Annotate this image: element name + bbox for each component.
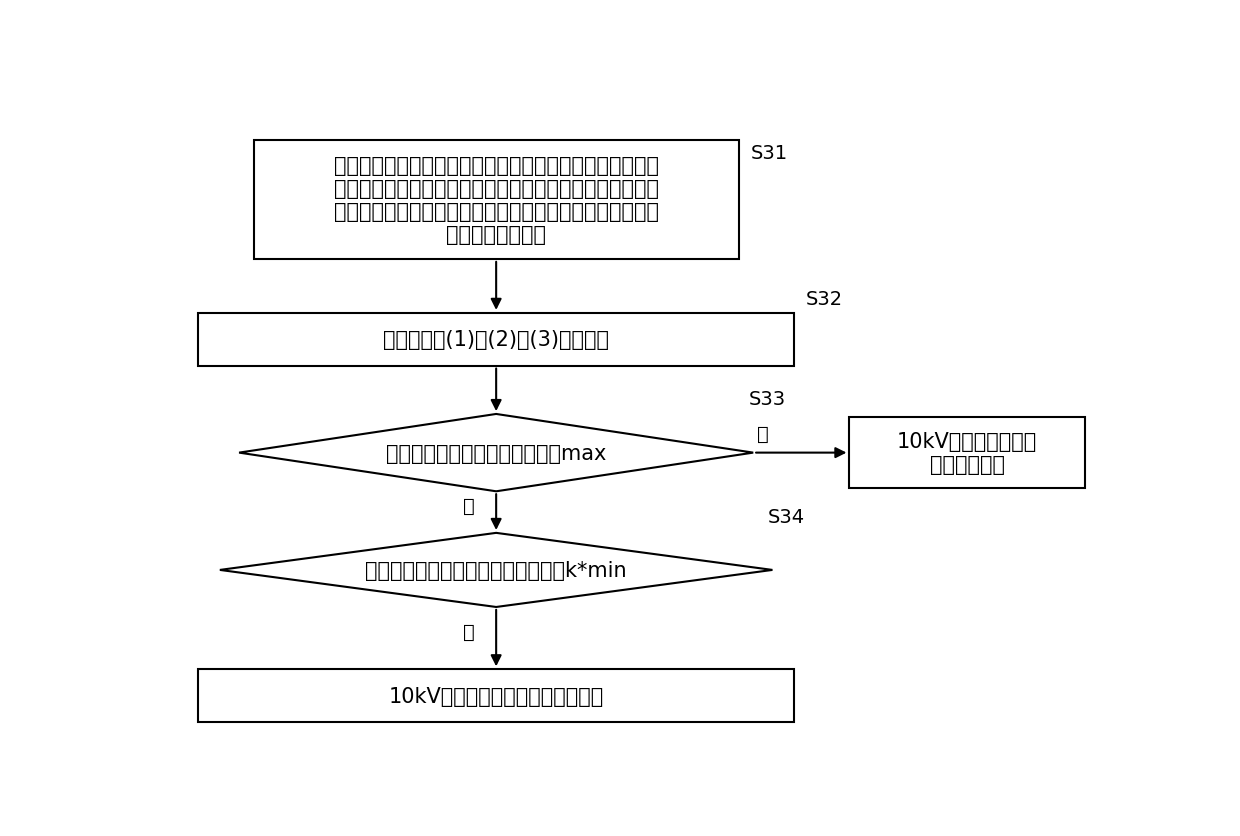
Text: S34: S34 <box>768 507 805 527</box>
Polygon shape <box>239 415 753 492</box>
Text: 将历史电量数据划分成四份数据，且保持第一份数据中的最
大值小于第二份数据中的最小值，第二份数据中的最大值小
于第三份数据中的最小值，第三份数据中的最大值小于第四: 将历史电量数据划分成四份数据，且保持第一份数据中的最 大值小于第二份数据中的最小… <box>334 155 658 245</box>
Text: 判断所述待验证的电量数据是否小于k*min: 判断所述待验证的电量数据是否小于k*min <box>366 560 627 580</box>
Text: 按照表达式(1)、(2)、(3)进行处理: 按照表达式(1)、(2)、(3)进行处理 <box>383 329 609 349</box>
Text: S32: S32 <box>806 289 843 308</box>
Bar <box>198 314 794 366</box>
Text: S33: S33 <box>749 389 786 408</box>
Text: 是: 是 <box>464 622 475 641</box>
Text: 10kV线路发生电能表计量突减事件: 10kV线路发生电能表计量突减事件 <box>388 686 604 706</box>
Bar <box>198 670 794 722</box>
Text: 是: 是 <box>756 425 769 443</box>
Text: 判断待验证的电量数据是否大于max: 判断待验证的电量数据是否大于max <box>386 443 606 463</box>
Text: 10kV线路发生电能表
计量突增事件: 10kV线路发生电能表 计量突增事件 <box>897 431 1037 475</box>
Polygon shape <box>219 533 773 607</box>
Bar <box>253 140 739 260</box>
Text: 否: 否 <box>464 497 475 516</box>
Bar <box>849 418 1085 488</box>
Text: S31: S31 <box>750 144 787 163</box>
